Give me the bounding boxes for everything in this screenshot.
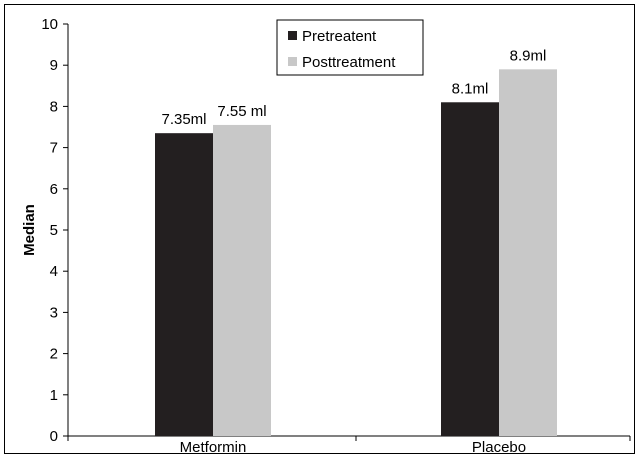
data-label-group: 7.35ml 8.1ml 7.55 ml 8.9ml — [161, 47, 546, 128]
y-tick-label: 6 — [50, 181, 58, 198]
legend-label-pretreatment: Pretreatent — [302, 28, 377, 45]
y-tick-label: 5 — [50, 222, 58, 239]
y-tick-label: 7 — [50, 140, 58, 157]
legend-label-posttreatment: Posttreatment — [302, 54, 396, 71]
data-label: 7.55 ml — [217, 103, 266, 120]
legend-swatch-pretreatment — [288, 31, 297, 40]
y-axis: 0 1 2 3 4 5 6 7 8 9 10 — [41, 16, 69, 445]
y-tick-label: 4 — [50, 263, 58, 280]
data-label: 7.35ml — [161, 111, 206, 128]
bar — [499, 69, 557, 436]
data-label: 8.1ml — [452, 80, 489, 97]
bar — [155, 133, 213, 436]
y-tick-label: 9 — [50, 57, 58, 74]
y-axis-title: Median — [21, 204, 38, 256]
bar-group — [155, 69, 557, 436]
bar — [213, 124, 271, 436]
y-tick-label: 3 — [50, 304, 58, 321]
x-tick-label: Placebo — [472, 439, 526, 456]
legend-box — [276, 19, 424, 76]
x-axis: Metformin Placebo — [67, 435, 631, 456]
y-tick-label: 10 — [41, 16, 58, 33]
x-tick-label: Metformin — [180, 439, 247, 456]
y-tick-label: 2 — [50, 346, 58, 363]
bar — [441, 102, 499, 436]
y-tick-label: 8 — [50, 98, 58, 115]
y-tick-label: 0 — [50, 428, 58, 445]
y-tick-label: 1 — [50, 387, 58, 404]
legend: Pretreatent Posttreatment — [276, 19, 424, 76]
data-label: 8.9ml — [510, 47, 547, 64]
legend-swatch-posttreatment — [288, 57, 297, 66]
